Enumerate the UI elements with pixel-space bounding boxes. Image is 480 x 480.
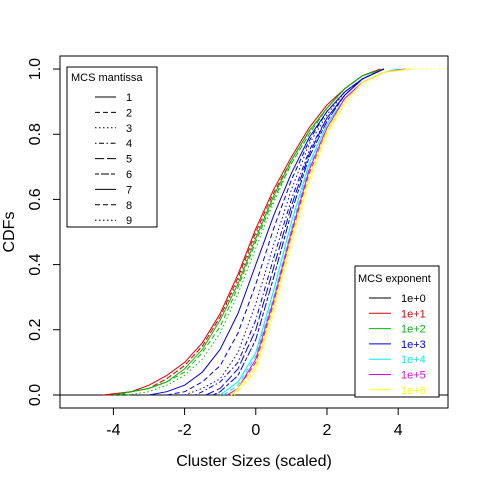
legend-label: 1e+4 [401, 354, 426, 366]
legend-label: 1e+3 [401, 339, 426, 351]
series-line-10 [184, 68, 385, 396]
series-line-11 [195, 68, 385, 396]
series-line-19 [230, 68, 413, 396]
legend-label: 5 [126, 154, 132, 166]
legend-title: MCS mantissa [71, 72, 143, 84]
y-tick-label: 0.4 [27, 253, 44, 275]
legend-label: 1e+2 [401, 324, 426, 336]
x-axis-title: Cluster Sizes (scaled) [176, 453, 332, 470]
x-tick-label: 2 [323, 422, 332, 439]
y-tick-label: 1.0 [27, 58, 44, 80]
series-line-13 [212, 68, 385, 396]
plot-frame [59, 55, 449, 409]
legend-mcs-exponent: MCS exponent 1e+0 1e+1 1e+2 1e+3 1e+4 1e+5 1e+6 [354, 265, 440, 398]
y-tick-label: 0.0 [27, 384, 44, 406]
legend-layer: MCS mantissa 1 2 3 4 5 6 7 8 9 MCS exponent 1e+0 1e+… [66, 66, 440, 398]
series-line-5 [113, 68, 385, 396]
legend-box [66, 66, 158, 228]
legend-label: 7 [126, 184, 132, 196]
legend-label: 1e+1 [401, 308, 426, 320]
series-line-2 [102, 68, 381, 396]
x-tick-label: -2 [177, 422, 191, 439]
series-layer [60, 68, 448, 396]
legend-label: 9 [126, 215, 132, 227]
x-tick-label: -4 [106, 422, 120, 439]
legend-label: 6 [126, 169, 132, 181]
legend-mcs-mantissa: MCS mantissa 1 2 3 4 5 6 7 8 9 [66, 66, 158, 228]
x-tick-label: 4 [394, 422, 403, 439]
legend-title: MCS exponent [358, 273, 431, 285]
legend-label: 1 [126, 92, 132, 104]
axis-layer: -4 -2 0 2 4 0.0 0.2 0.4 0.6 0.8 1.0 [27, 58, 403, 439]
series-line-6 [120, 68, 385, 396]
y-axis-title: CDFs [1, 212, 18, 253]
legend-label: 1e+6 [401, 385, 426, 397]
legend-label: 4 [126, 138, 132, 150]
legend-label: 1e+5 [401, 370, 426, 382]
legend-label: 3 [126, 123, 132, 135]
legend-box [354, 265, 440, 398]
series-line-15 [223, 68, 402, 396]
series-line-7 [127, 68, 385, 396]
legend-label: 2 [126, 107, 132, 119]
series-line-20 [234, 68, 448, 396]
series-line-9 [166, 68, 385, 396]
y-tick-label: 0.6 [27, 188, 44, 210]
y-tick-label: 0.8 [27, 123, 44, 145]
y-tick-label: 0.2 [27, 319, 44, 341]
legend-label: 1e+0 [401, 293, 426, 305]
x-tick-label: 0 [251, 422, 260, 439]
legend-label: 8 [126, 200, 132, 212]
